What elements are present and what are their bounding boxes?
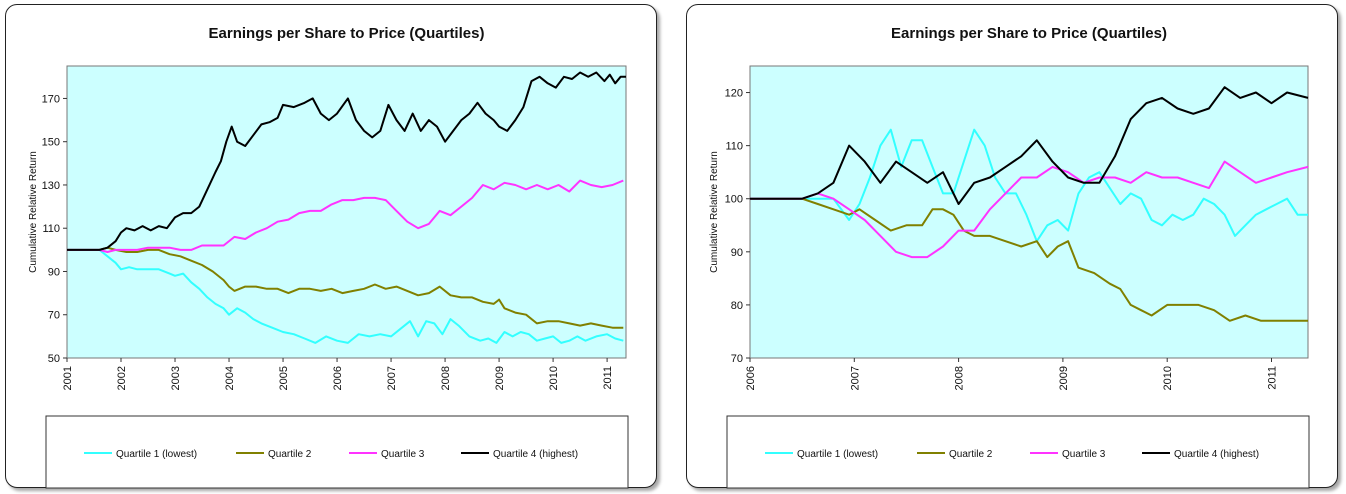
series-line-1 — [750, 128, 1308, 243]
y-tick-label: 130 — [42, 180, 60, 192]
x-tick-label: 2011 — [602, 366, 614, 390]
x-tick-label: 2010 — [1162, 366, 1174, 390]
legend-entry-2: Quartile 2 — [949, 449, 993, 460]
series-line-3 — [750, 160, 1309, 259]
chart-title: Earnings per Share to Price (Quartiles) — [891, 25, 1167, 42]
y-tick-label: 70 — [731, 353, 743, 365]
x-tick-label: 2007 — [849, 366, 861, 390]
legend-entry-3: Quartile 3 — [381, 449, 425, 460]
x-tick-label: 2004 — [224, 366, 236, 390]
y-tick-label: 50 — [48, 353, 60, 365]
y-tick-label: 70 — [48, 310, 60, 322]
x-tick-label: 2009 — [494, 366, 506, 390]
plot-area — [66, 65, 627, 359]
series-line-2 — [67, 246, 624, 329]
y-tick-label: 110 — [42, 223, 60, 235]
x-tick-label: 2009 — [1058, 366, 1070, 390]
legend-entry-3: Quartile 3 — [1062, 449, 1106, 460]
legend-entry-4: Quartile 4 (highest) — [1174, 449, 1259, 460]
y-tick-label: 80 — [731, 300, 743, 312]
x-tick-label: 2006 — [745, 366, 757, 390]
legend-entry-1: Quartile 1 (lowest) — [116, 449, 197, 460]
x-tick-label: 2011 — [1266, 366, 1278, 390]
x-tick-label: 2005 — [278, 366, 290, 390]
y-tick-label: 90 — [731, 247, 743, 259]
x-tick-label: 2008 — [954, 366, 966, 390]
y-tick-label: 120 — [725, 88, 743, 100]
y-axis-label: Cumulative Relative Return — [709, 151, 720, 273]
legend-box — [45, 415, 629, 489]
series-line-3 — [67, 179, 624, 253]
x-tick-label: 2003 — [170, 366, 182, 390]
x-tick-label: 2001 — [62, 366, 74, 390]
chart-title: Earnings per Share to Price (Quartiles) — [209, 25, 485, 42]
chart-panel-left: Earnings per Share to Price (Quartiles) C… — [5, 4, 657, 489]
series-line-2 — [750, 197, 1308, 322]
y-tick-label: 150 — [42, 137, 60, 149]
series-line-1 — [67, 248, 624, 344]
chart-panel-right: Earnings per Share to Price (Quartiles) C… — [686, 4, 1338, 489]
y-tick-label: 100 — [725, 194, 743, 206]
legend-entry-2: Quartile 2 — [268, 449, 312, 460]
x-tick-label: 2006 — [332, 366, 344, 390]
line-chart-recent-period: Earnings per Share to Price (Quartiles) C… — [709, 25, 1310, 489]
x-tick-label: 2002 — [116, 366, 128, 390]
x-tick-label: 2008 — [440, 366, 452, 390]
legend-entry-1: Quartile 1 (lowest) — [797, 449, 878, 460]
y-tick-label: 90 — [48, 266, 60, 278]
y-axis-label: Cumulative Relative Return — [28, 151, 39, 273]
legend-box — [726, 415, 1310, 489]
line-chart-full-period: Earnings per Share to Price (Quartiles) C… — [28, 25, 629, 489]
y-tick-label: 110 — [725, 141, 743, 153]
y-tick-label: 170 — [42, 93, 60, 105]
series-line-4 — [750, 86, 1309, 205]
series-line-4 — [67, 71, 626, 251]
legend-entry-4: Quartile 4 (highest) — [493, 449, 578, 460]
plot-area — [749, 65, 1309, 359]
x-tick-label: 2010 — [548, 366, 560, 390]
x-tick-label: 2007 — [386, 366, 398, 390]
